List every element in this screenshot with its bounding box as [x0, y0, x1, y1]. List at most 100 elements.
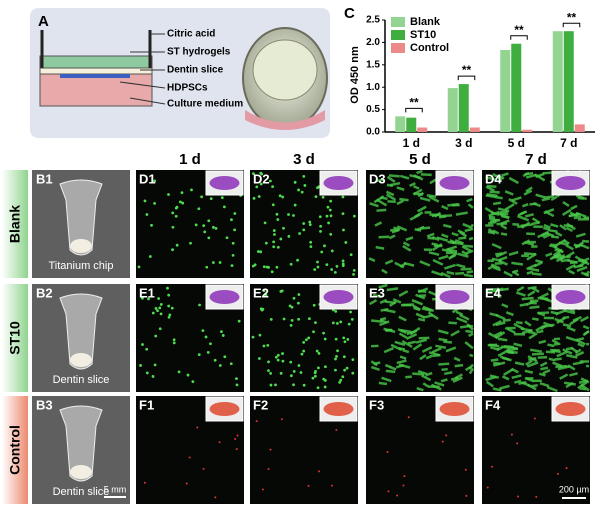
- cell: [214, 226, 218, 230]
- cell: [523, 252, 536, 256]
- cell: [510, 433, 513, 436]
- cell: [292, 370, 296, 373]
- panel-label: E1: [139, 285, 155, 300]
- cell: [419, 260, 431, 267]
- cell: [426, 194, 437, 198]
- cell: [231, 241, 235, 245]
- cell: [209, 197, 213, 201]
- cell: [535, 259, 544, 264]
- scale-bar-label: 200 µm: [559, 484, 589, 494]
- cell: [582, 239, 590, 243]
- cell: [253, 263, 257, 267]
- cell: [485, 380, 494, 388]
- panel-label: F4: [485, 397, 501, 412]
- cell: [421, 346, 433, 353]
- cell: [349, 310, 352, 314]
- panel-label: D3: [369, 171, 386, 186]
- y-tick-label: 2.5: [366, 15, 380, 26]
- scale-bar-label: 5 mm: [104, 484, 127, 494]
- cell: [317, 366, 320, 370]
- cell: [486, 193, 498, 198]
- cell: [565, 381, 574, 389]
- cell: [299, 371, 303, 374]
- cell: [461, 245, 472, 253]
- significance-bracket: [510, 35, 528, 40]
- cell: [174, 214, 178, 218]
- cell: [308, 223, 312, 227]
- cell: [531, 352, 544, 356]
- cell: [313, 374, 317, 378]
- cell: [297, 188, 300, 192]
- y-tick-label: 0.5: [366, 104, 380, 115]
- cell: [487, 332, 498, 339]
- cell: [296, 258, 299, 262]
- cell: [341, 212, 345, 216]
- cell: [535, 495, 538, 498]
- sample: [70, 239, 92, 253]
- cell: [233, 228, 237, 232]
- y-tick-label: 1.0: [366, 82, 380, 93]
- cell: [403, 475, 406, 478]
- cell: [380, 308, 389, 312]
- cell: [412, 343, 423, 351]
- cell: [575, 337, 585, 342]
- cell: [167, 304, 171, 308]
- cell: [457, 252, 469, 258]
- y-axis-label: OD 450 nm: [349, 46, 361, 104]
- cell: [312, 303, 316, 307]
- cell: [211, 225, 215, 229]
- cell: [491, 211, 500, 216]
- cell: [562, 208, 572, 217]
- cell: [352, 268, 356, 272]
- cell: [309, 240, 313, 244]
- cell: [548, 357, 556, 362]
- legend-label: Blank: [410, 16, 441, 28]
- cell: [500, 232, 508, 236]
- cell: [166, 286, 169, 290]
- cell: [288, 304, 292, 308]
- cell: [261, 488, 264, 491]
- bar: [522, 129, 533, 132]
- cell: [516, 285, 525, 292]
- cell: [386, 175, 396, 183]
- cell: [407, 416, 410, 419]
- cell: [272, 229, 276, 232]
- cell: [550, 195, 558, 202]
- cell: [412, 188, 423, 196]
- cell: [233, 212, 237, 215]
- cell: [427, 311, 439, 320]
- cell: [559, 373, 569, 380]
- cell: [529, 305, 540, 310]
- cell: [466, 270, 474, 274]
- cell: [550, 223, 559, 228]
- cell: [441, 440, 444, 443]
- cell: [419, 196, 431, 202]
- cell: [547, 343, 555, 348]
- cell: [292, 296, 296, 300]
- cell: [417, 370, 428, 376]
- cell: [316, 260, 319, 264]
- cell: [145, 371, 149, 375]
- cell: [514, 379, 522, 384]
- cell: [316, 265, 320, 269]
- cell: [450, 376, 459, 381]
- cell: [292, 214, 295, 217]
- cell: [426, 232, 435, 238]
- cell: [441, 248, 454, 254]
- cell: [255, 185, 259, 189]
- cell: [384, 259, 394, 265]
- cell: [575, 232, 586, 238]
- cell: [141, 296, 144, 300]
- cell: [180, 191, 184, 195]
- cell: [501, 303, 509, 309]
- cell: [405, 333, 418, 340]
- cell: [454, 363, 464, 368]
- cell: [271, 185, 274, 189]
- cell: [264, 241, 268, 245]
- cell: [539, 382, 550, 388]
- cell: [221, 334, 225, 337]
- x-tick-label: 7 d: [560, 136, 577, 150]
- cell: [572, 315, 583, 322]
- cell: [555, 238, 567, 247]
- cell: [339, 378, 343, 382]
